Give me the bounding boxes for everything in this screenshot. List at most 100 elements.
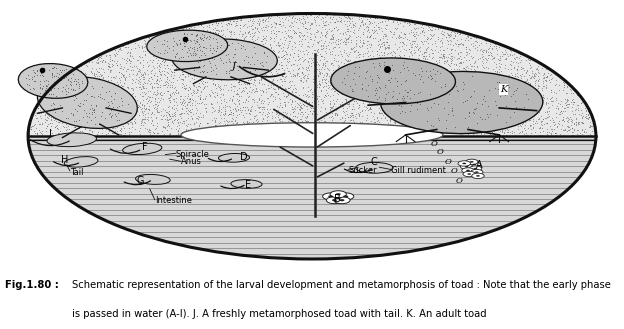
Point [530,111,540,116]
Point [368,28,378,33]
Point [209,51,219,56]
Point [239,125,249,131]
Point [304,100,314,105]
Point [381,64,391,70]
Point [326,17,336,22]
Point [252,68,262,73]
Point [240,51,250,56]
Point [332,70,342,75]
Point [303,129,313,135]
Point [416,65,426,70]
Point [497,95,507,101]
Point [235,38,245,43]
Point [407,38,417,43]
Point [363,54,373,59]
Circle shape [330,195,346,202]
Point [225,98,235,103]
Point [419,49,429,54]
Point [484,88,494,93]
Point [233,80,243,85]
Point [92,56,102,62]
Point [583,132,593,137]
Point [69,110,79,115]
Point [144,98,154,103]
Point [160,30,170,35]
Point [411,67,421,72]
Point [150,101,160,106]
Point [391,78,401,84]
Point [87,66,97,71]
Point [361,73,371,78]
Point [530,118,540,123]
Point [154,84,163,89]
Point [559,105,569,110]
Point [509,109,519,114]
Point [397,100,407,106]
Point [263,82,273,88]
Point [536,120,546,125]
Point [289,50,299,56]
Point [417,85,427,90]
Point [416,38,426,43]
Point [163,33,173,38]
Point [419,89,429,94]
Point [335,18,345,23]
Point [273,86,283,91]
Point [404,130,414,135]
Point [326,36,336,41]
Point [351,47,361,53]
Point [386,75,396,80]
Point [295,57,305,62]
Point [107,98,117,103]
Point [207,64,217,69]
Point [477,58,487,63]
Point [370,35,380,40]
Point [497,54,507,59]
Point [369,132,379,138]
Point [462,33,472,38]
Text: Schematic representation of the larval development and metamorphosis of toad : N: Schematic representation of the larval d… [72,280,611,290]
Point [123,122,133,127]
Point [339,85,349,90]
Point [454,85,464,90]
Point [490,89,500,94]
Point [298,85,308,90]
Point [495,94,505,99]
Point [310,95,319,100]
Point [424,73,434,78]
Point [345,61,355,66]
Point [473,120,483,125]
Point [331,86,341,91]
Point [309,52,319,58]
Point [342,84,352,89]
Point [237,33,247,38]
Point [306,106,316,111]
Point [110,126,120,131]
Point [387,123,397,128]
Point [210,74,220,80]
Point [217,23,227,29]
Point [303,60,313,65]
Point [52,87,62,92]
Point [393,66,403,72]
Point [172,38,182,43]
Point [155,42,165,48]
Point [374,94,384,99]
Point [254,16,264,22]
Point [215,66,225,71]
Point [218,118,228,123]
Point [283,120,293,125]
Point [100,115,110,121]
Point [80,111,90,116]
Point [336,77,346,82]
Point [211,31,221,36]
Point [206,41,216,46]
Point [201,45,211,51]
Point [221,59,231,64]
Point [349,22,359,28]
Point [266,69,276,74]
Point [315,108,325,114]
Point [402,64,412,70]
Point [461,36,471,41]
Point [349,89,359,94]
